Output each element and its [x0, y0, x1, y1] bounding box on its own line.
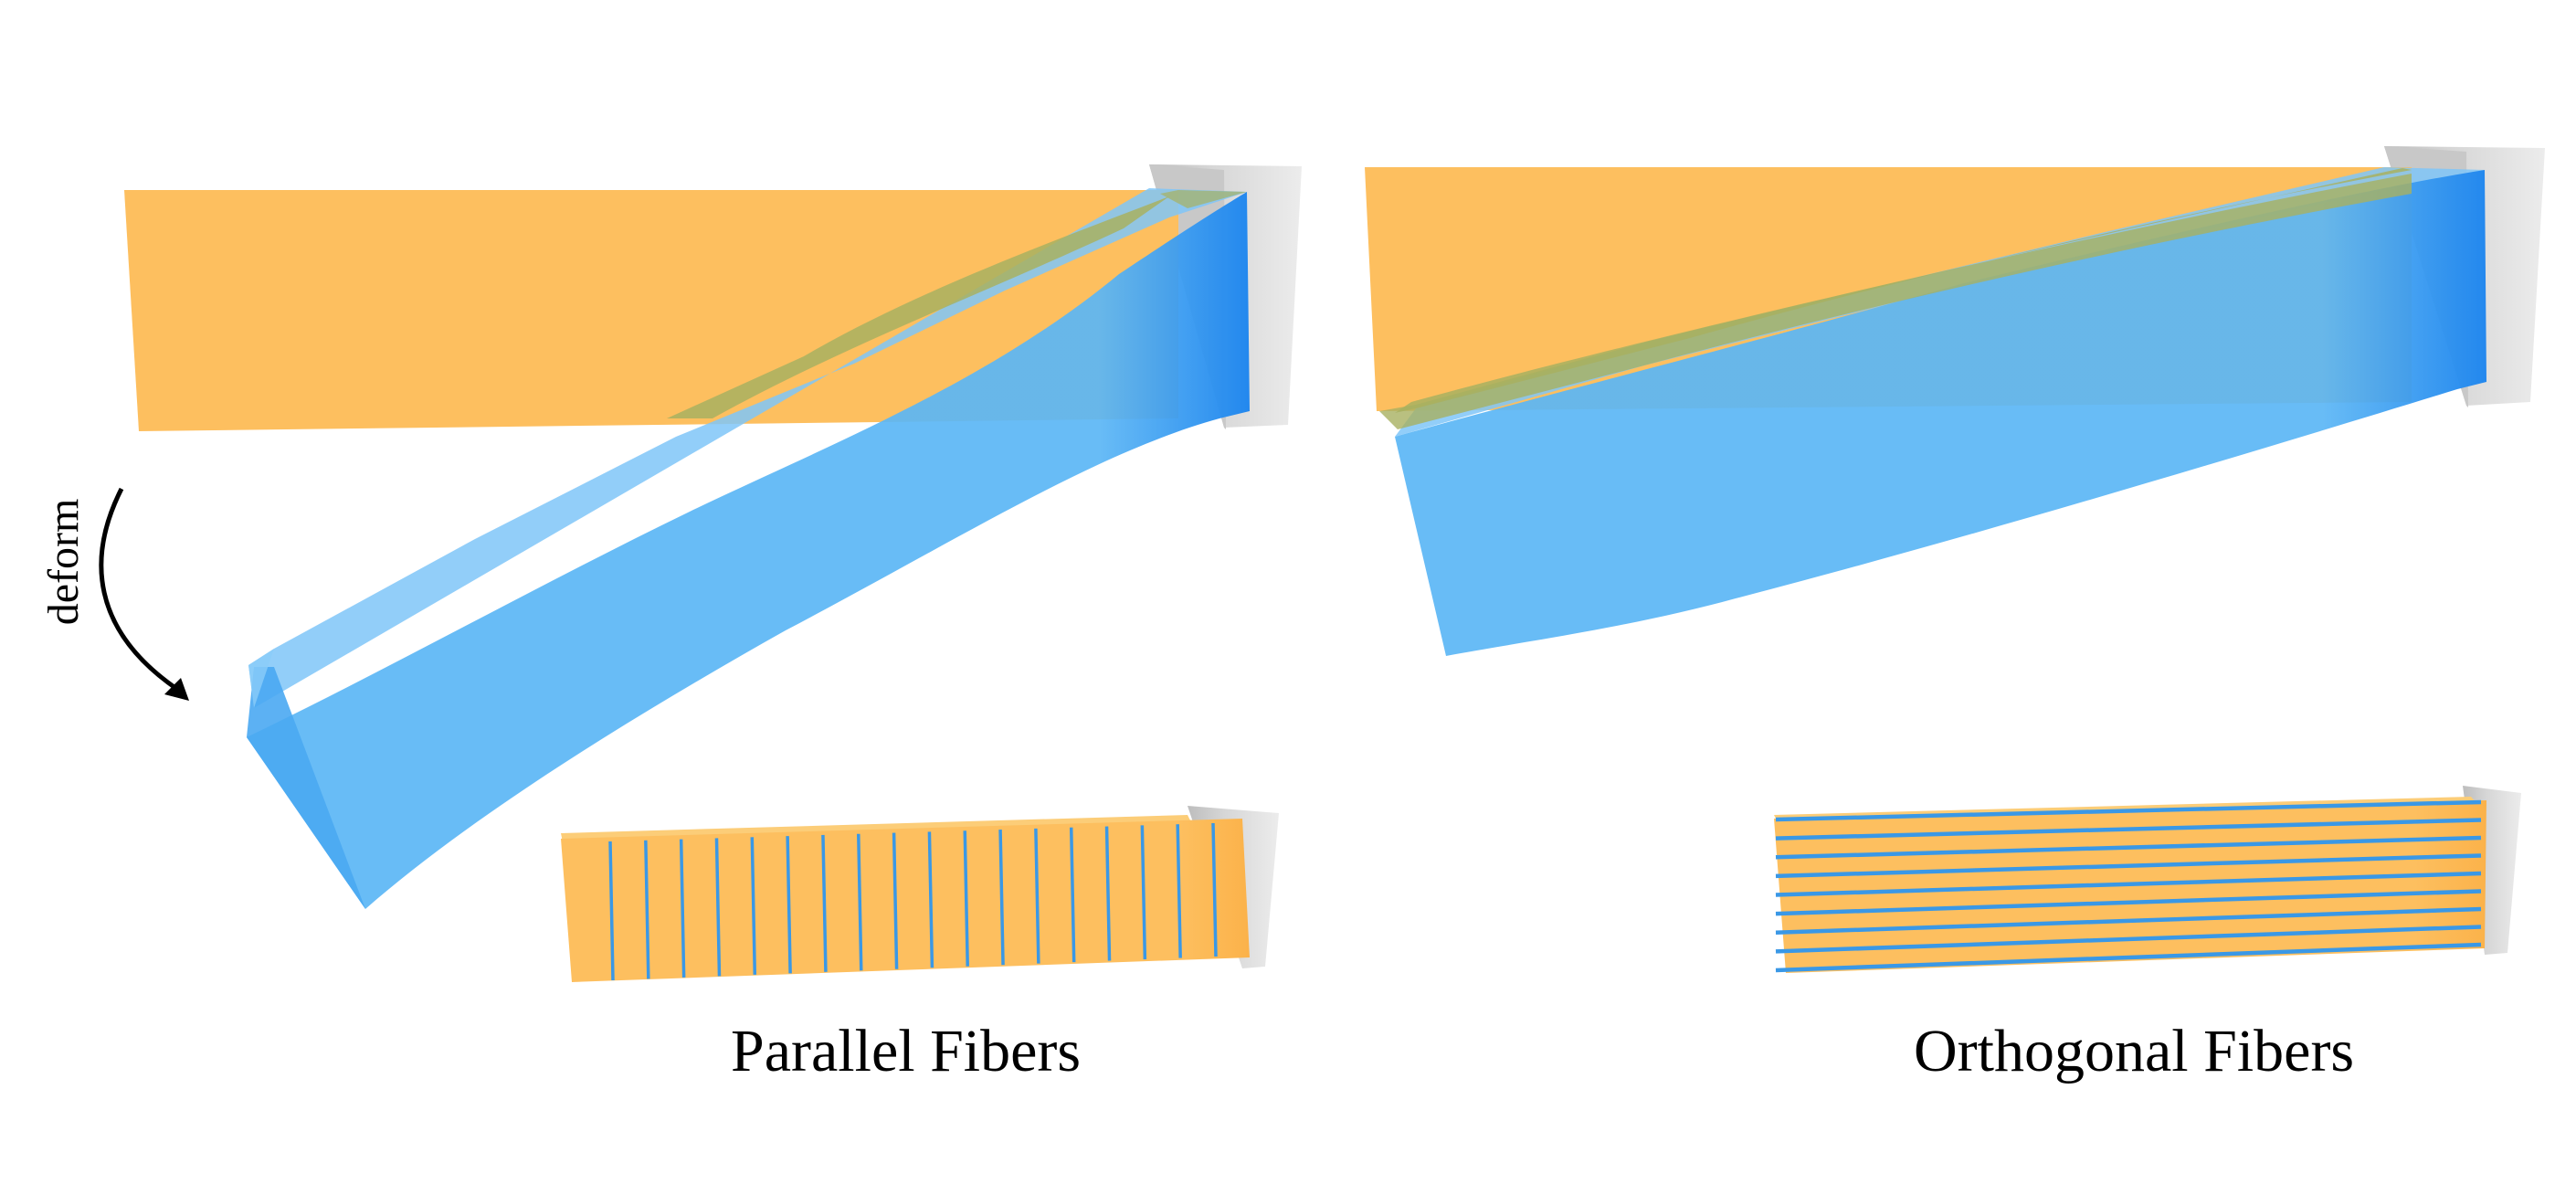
- vertical-fiber: [892, 832, 899, 969]
- vertical-fiber: [679, 839, 686, 978]
- left-deformed-beam-front: [247, 192, 1250, 909]
- vertical-fiber: [1034, 828, 1040, 964]
- deform-label: deform: [39, 498, 88, 626]
- left-deformed-beam-end: [247, 667, 365, 909]
- vertical-fiber: [1211, 822, 1218, 957]
- vertical-fiber: [750, 837, 757, 975]
- vertical-fiber: [857, 833, 863, 971]
- horizontal-fiber: [1775, 853, 2482, 879]
- orthogonal-panel: [1365, 146, 2545, 973]
- parallel-fiber-beam: [561, 806, 1279, 982]
- horizontal-fiber: [1775, 942, 2482, 973]
- orthogonal-fiber-beam: [1774, 786, 2521, 973]
- vertical-fiber: [1140, 825, 1147, 960]
- vertical-fiber: [821, 834, 828, 972]
- horizontal-fiber: [1775, 871, 2482, 897]
- parallel-fibers-caption: Parallel Fibers: [731, 1018, 1082, 1084]
- parallel-panel: [99, 164, 1302, 982]
- vertical-fiber: [608, 841, 615, 981]
- horizontal-fiber: [1775, 925, 2482, 954]
- deform-arrow: [99, 487, 180, 693]
- horizontal-fiber-lines: [1775, 799, 2482, 973]
- deform-arrow-head: [164, 678, 189, 701]
- vertical-fiber: [998, 830, 1005, 966]
- vertical-fiber: [927, 831, 934, 968]
- vertical-fiber: [644, 840, 650, 979]
- vertical-fiber: [714, 838, 722, 977]
- horizontal-fiber: [1775, 889, 2482, 916]
- vertical-fiber: [1104, 826, 1112, 961]
- horizontal-fiber: [1775, 906, 2482, 935]
- vertical-fiber: [786, 836, 792, 974]
- vertical-fiber: [1176, 824, 1182, 958]
- right-deformed-beam-front: [1395, 170, 2486, 656]
- horizontal-fiber: [1775, 799, 2482, 822]
- vertical-fiber: [963, 830, 969, 967]
- horizontal-fiber: [1775, 818, 2482, 841]
- horizontal-fiber: [1775, 835, 2482, 860]
- left-rest-beam: [124, 190, 1178, 431]
- vertical-fiber: [1069, 827, 1076, 963]
- orthogonal-fibers-caption: Orthogonal Fibers: [1914, 1018, 2355, 1084]
- vertical-fiber-lines: [608, 822, 1218, 981]
